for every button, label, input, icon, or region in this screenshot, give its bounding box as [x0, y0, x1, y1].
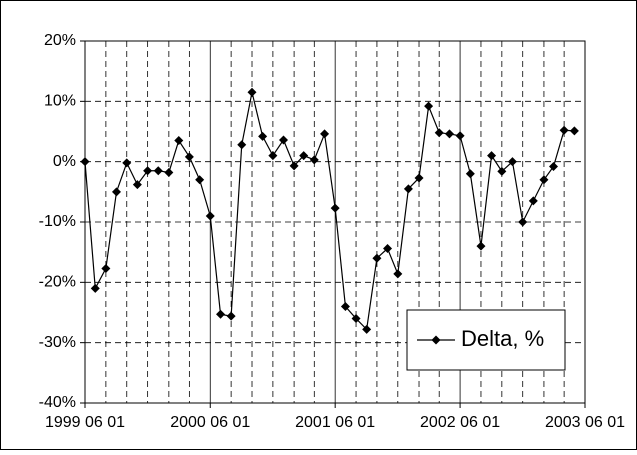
- y-tick-label: -40%: [39, 394, 76, 411]
- point: [101, 263, 111, 273]
- point: [122, 158, 132, 168]
- point: [132, 180, 142, 190]
- point: [518, 217, 528, 227]
- x-tick-label: 2002 06 01: [420, 414, 500, 431]
- point: [320, 129, 330, 139]
- y-tick-label: 10%: [44, 93, 76, 110]
- legend: Delta, %: [406, 309, 566, 371]
- point: [247, 87, 257, 97]
- point: [559, 125, 569, 135]
- point: [330, 203, 340, 213]
- point: [143, 166, 153, 176]
- legend-marker: [431, 335, 441, 345]
- point: [476, 241, 486, 251]
- point: [268, 151, 278, 161]
- point: [80, 157, 90, 167]
- y-tick-label: -20%: [39, 274, 76, 291]
- point: [174, 136, 184, 146]
- point: [237, 140, 247, 150]
- point: [403, 184, 413, 194]
- point: [289, 161, 299, 171]
- point: [164, 168, 174, 178]
- point: [444, 129, 454, 139]
- point: [372, 253, 382, 263]
- point: [299, 151, 309, 161]
- point: [455, 131, 465, 141]
- x-tick-label: 2003 06 01: [545, 414, 625, 431]
- point: [434, 128, 444, 138]
- point: [383, 244, 393, 254]
- point: [539, 175, 549, 185]
- point: [111, 187, 121, 197]
- point: [465, 169, 475, 179]
- point: [424, 101, 434, 111]
- point: [414, 173, 424, 183]
- point: [226, 311, 236, 321]
- y-tick-label: 0%: [53, 153, 76, 170]
- point: [393, 269, 403, 279]
- point: [362, 324, 372, 334]
- x-tick-label: 2001 06 01: [295, 414, 375, 431]
- point: [153, 166, 163, 176]
- y-tick-label: -10%: [39, 213, 76, 230]
- point: [351, 314, 361, 324]
- point: [205, 211, 215, 221]
- point: [90, 283, 100, 293]
- point: [528, 196, 538, 206]
- y-tick-label: -30%: [39, 334, 76, 351]
- point: [507, 157, 517, 167]
- point: [195, 175, 205, 185]
- legend-label: Delta, %: [461, 326, 544, 351]
- point: [497, 166, 507, 176]
- point: [216, 309, 226, 319]
- point: [487, 151, 497, 161]
- point: [258, 131, 268, 141]
- plot-border: [84, 40, 586, 404]
- point: [569, 126, 579, 136]
- y-tick-label: 20%: [44, 32, 76, 49]
- x-tick-label: 2000 06 01: [170, 414, 250, 431]
- point: [278, 135, 288, 145]
- point: [184, 152, 194, 162]
- point: [340, 301, 350, 311]
- x-tick-label: 1999 06 01: [45, 414, 125, 431]
- point: [549, 161, 559, 171]
- point: [309, 155, 319, 165]
